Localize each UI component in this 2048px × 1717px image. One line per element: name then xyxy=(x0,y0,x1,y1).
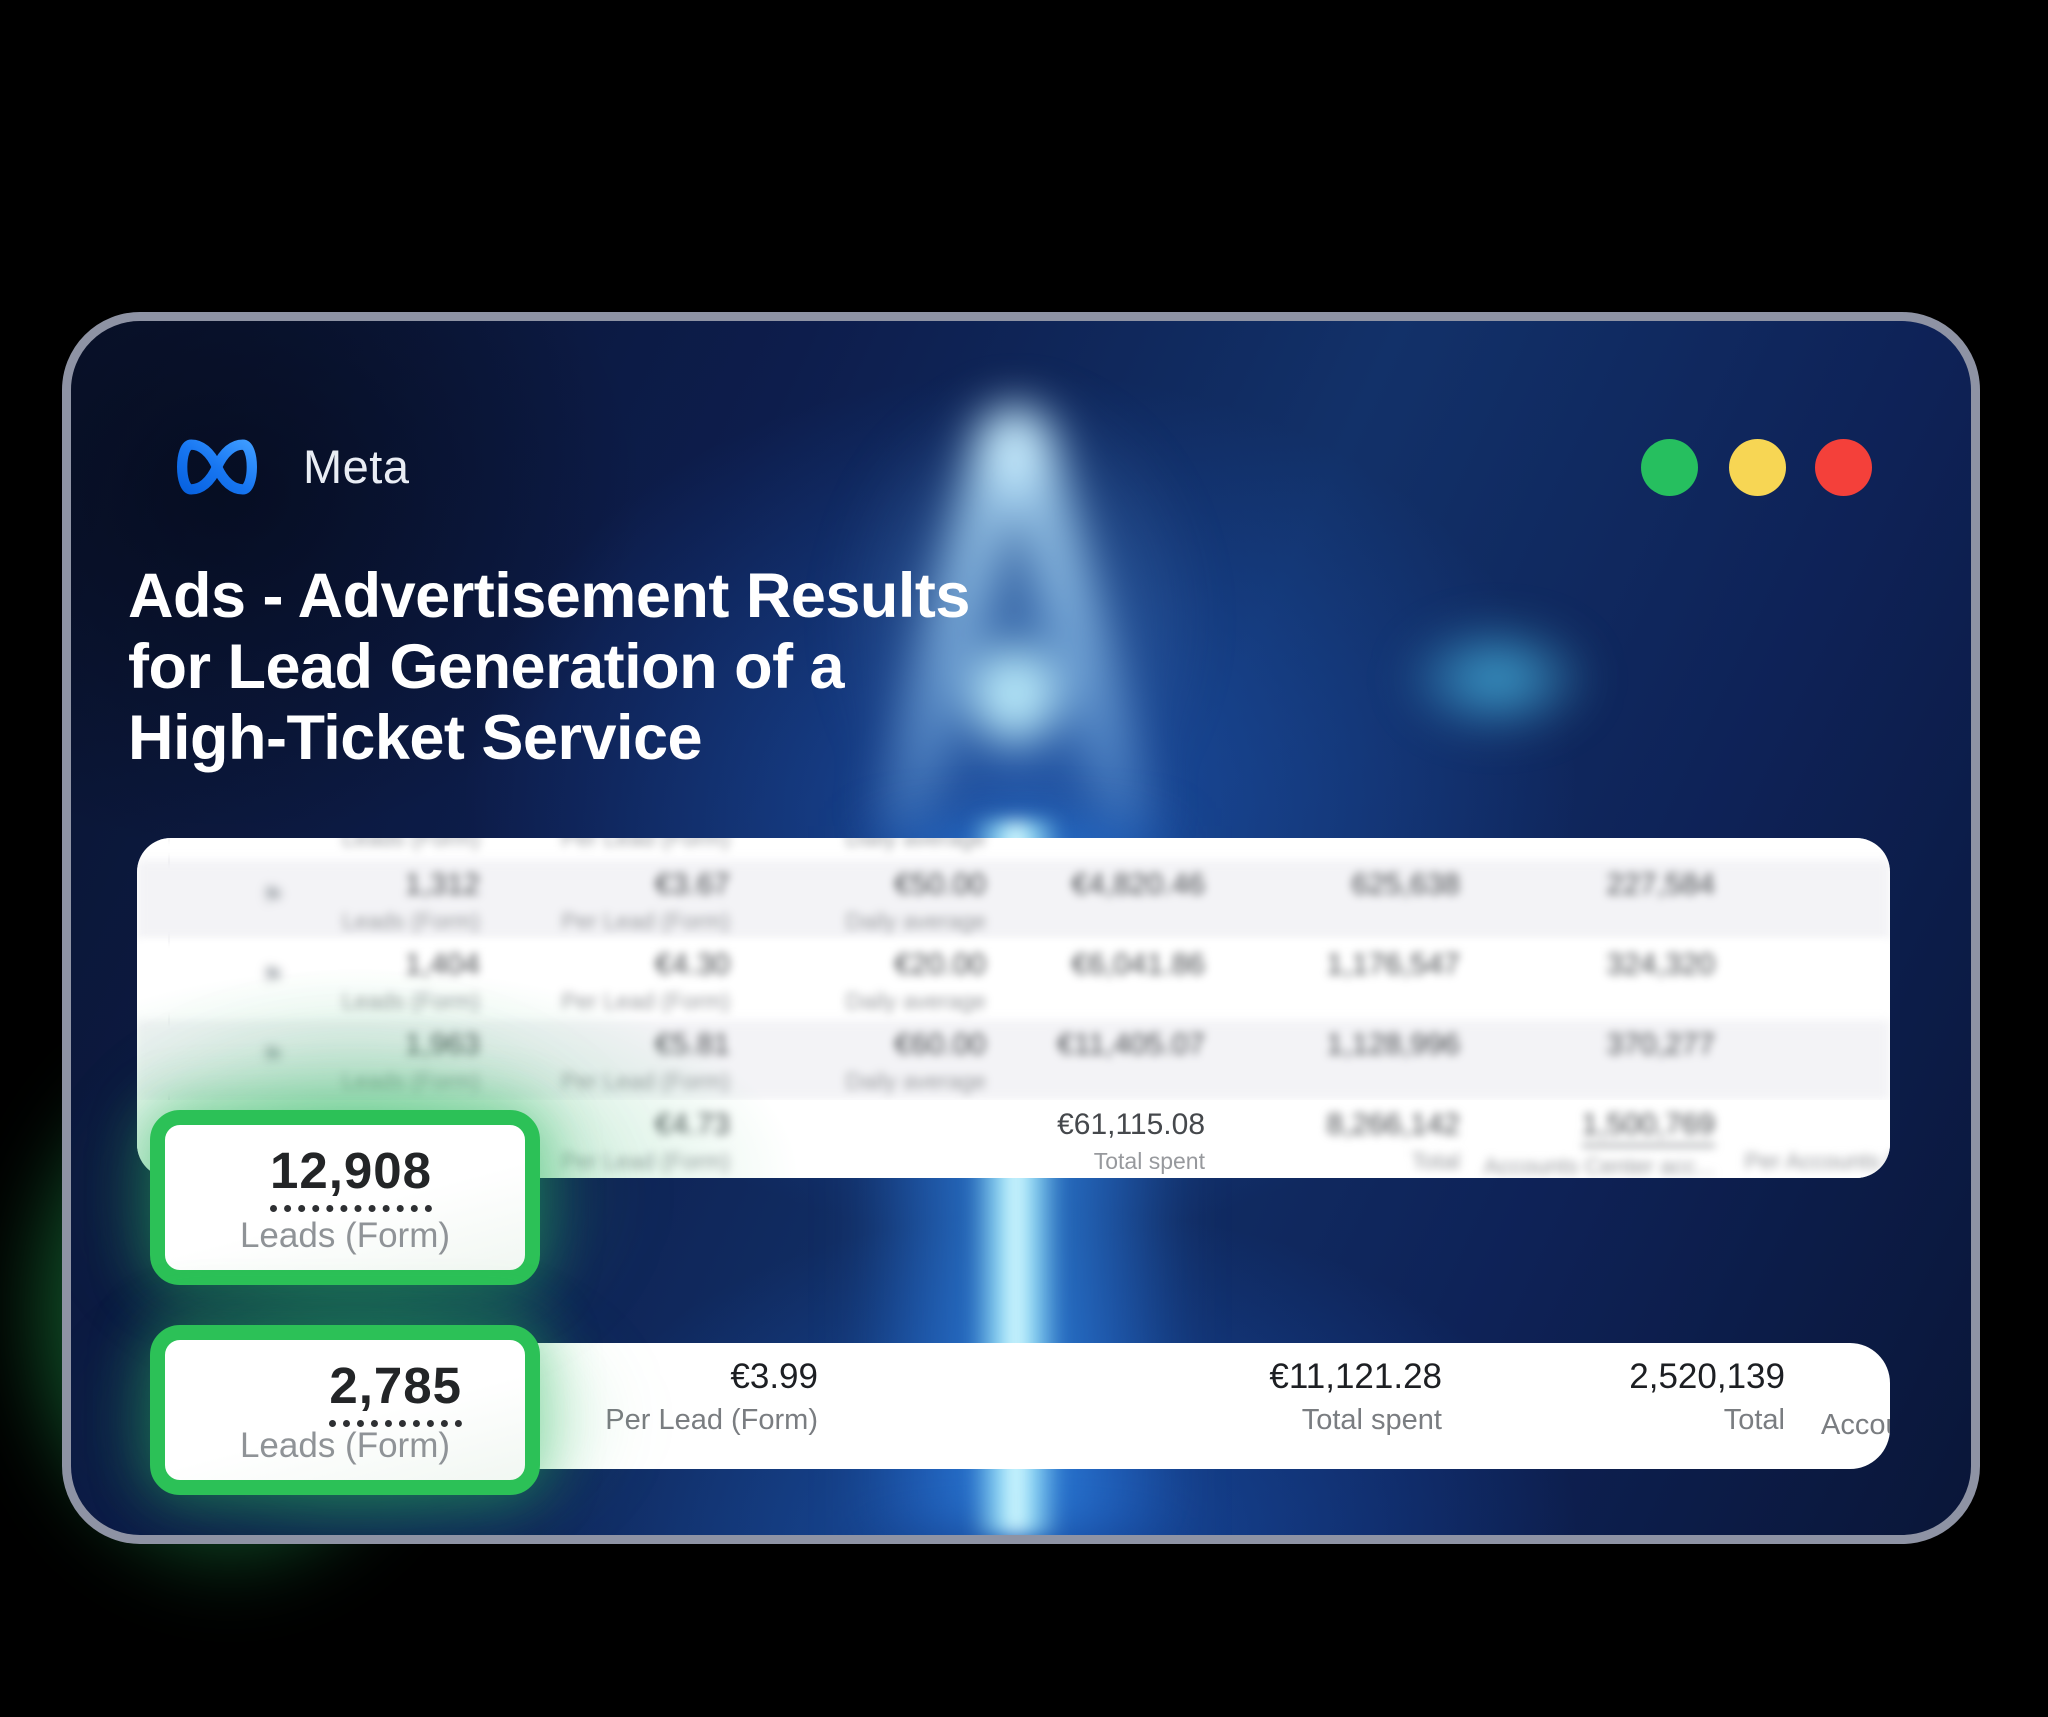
totals-per-lead-value: €4.73 xyxy=(654,1108,730,1141)
per-lead-value: €5.81 xyxy=(654,1028,730,1061)
leads-label: Leads (Form) xyxy=(341,988,480,1014)
summary-per-lead-label: Per Lead (Form) xyxy=(605,1404,818,1436)
rocket-peak-glow xyxy=(983,405,1047,491)
totals-spent-label: Total spent xyxy=(1093,1148,1205,1174)
blurred-rocket-art xyxy=(71,321,1971,1535)
per-lead-value: €3.67 xyxy=(654,868,730,901)
cyan-streak xyxy=(1400,621,1595,736)
per-lead-label: Per Lead (Form) xyxy=(561,908,730,934)
traffic-light-yellow[interactable] xyxy=(1729,439,1786,496)
leads-recent-label: Leads (Form) xyxy=(239,1426,451,1465)
table-header-clipped: Leads (Form) Per Lead (Form) Daily avera… xyxy=(137,838,1890,860)
totals-per-lead-label: Per Lead (Form) xyxy=(561,1148,730,1174)
daily-label: Daily average xyxy=(845,908,986,934)
totals-total-value: 8,266,142 xyxy=(1326,1108,1460,1141)
summary-spent-value: €11,121.28 xyxy=(1269,1357,1442,1396)
accounts-value: 227,584 xyxy=(1606,868,1715,901)
traffic-light-red[interactable] xyxy=(1815,439,1872,496)
table-row: ⚑ 1,963 Leads (Form) €5.81 Per Lead (Form)… xyxy=(137,1020,1890,1100)
daily-value: €60.00 xyxy=(894,1028,986,1061)
app-window: Meta Ads - Advertisement Results for Lea… xyxy=(62,312,1980,1544)
leads-total-value: 12,908 xyxy=(270,1141,432,1212)
header-leads: Leads (Form) xyxy=(341,838,480,851)
daily-value: €50.00 xyxy=(894,868,986,901)
summary-per-lead-value: €3.99 xyxy=(730,1357,818,1396)
spent-value: €6,041.86 xyxy=(1071,948,1205,981)
reach-value: 625,638 xyxy=(1351,868,1460,901)
flag-icon: ⚑ xyxy=(262,963,284,990)
spent-value: €11,405.07 xyxy=(1057,1028,1205,1061)
per-lead-value: €4.30 xyxy=(654,948,730,981)
flag-icon: ⚑ xyxy=(262,883,284,910)
highlight-card-leads-recent: 2,785 Leads (Form) xyxy=(150,1325,540,1495)
accounts-value: 370,277 xyxy=(1606,1028,1715,1061)
totals-spent-value: €61,115.08 xyxy=(1057,1108,1205,1141)
leads-value: 1,312 xyxy=(404,868,480,901)
leads-total-label: Leads (Form) xyxy=(239,1216,451,1255)
accounts-value: 324,320 xyxy=(1606,948,1715,981)
totals-per-accounts-label: Per Accounts Ce... xyxy=(1744,1148,1890,1174)
summary-total-value: 2,520,139 xyxy=(1629,1357,1785,1396)
per-lead-label: Per Lead (Form) xyxy=(561,988,730,1014)
title-line-1: Ads - Advertisement Results xyxy=(128,561,970,631)
table-row: ⚑ 1,404 Leads (Form) €4.30 Per Lead (Form)… xyxy=(137,940,1890,1020)
reach-value: 1,176,547 xyxy=(1326,948,1460,981)
summary-spent-label: Total spent xyxy=(1301,1404,1442,1436)
leads-value: 1,404 xyxy=(404,948,480,981)
title-line-2: for Lead Generation of a xyxy=(128,632,845,702)
reach-value: 1,128,996 xyxy=(1326,1028,1460,1061)
meta-infinity-icon xyxy=(177,439,257,495)
header-daily: Daily average xyxy=(845,838,986,851)
leads-recent-value: 2,785 xyxy=(329,1356,462,1427)
totals-accounts-label: Accounts Center acc... xyxy=(1483,1153,1715,1178)
leads-label: Leads (Form) xyxy=(341,908,480,934)
rocket-crossbar-glow xyxy=(971,647,1059,743)
per-lead-label: Per Lead (Form) xyxy=(561,1068,730,1094)
table-row: ⚑ 1,312 Leads (Form) €3.67 Per Lead (Form)… xyxy=(137,860,1890,940)
summary-total-label: Total xyxy=(1723,1404,1785,1436)
daily-label: Daily average xyxy=(845,1068,986,1094)
highlight-card-leads-total: 12,908 Leads (Form) xyxy=(150,1110,540,1285)
brand-wordmark: Meta xyxy=(303,440,410,493)
traffic-light-green[interactable] xyxy=(1641,439,1698,496)
summary-accounts-label-clipped: Accou xyxy=(1821,1409,1890,1441)
leads-value: 1,963 xyxy=(404,1028,480,1061)
totals-total-label: Total xyxy=(1411,1148,1460,1174)
daily-value: €20.00 xyxy=(894,948,986,981)
daily-label: Daily average xyxy=(845,988,986,1014)
header-per-lead: Per Lead (Form) xyxy=(561,838,730,851)
totals-accounts-value[interactable]: 1,500,769 xyxy=(1581,1108,1715,1147)
leads-label: Leads (Form) xyxy=(341,1068,480,1094)
title-line-3: High-Ticket Service xyxy=(128,703,703,773)
page-title: Ads - Advertisement Results for Lead Gen… xyxy=(128,561,1328,774)
spent-value: €4,820.46 xyxy=(1071,868,1205,901)
flag-icon: ⚑ xyxy=(262,1043,284,1070)
